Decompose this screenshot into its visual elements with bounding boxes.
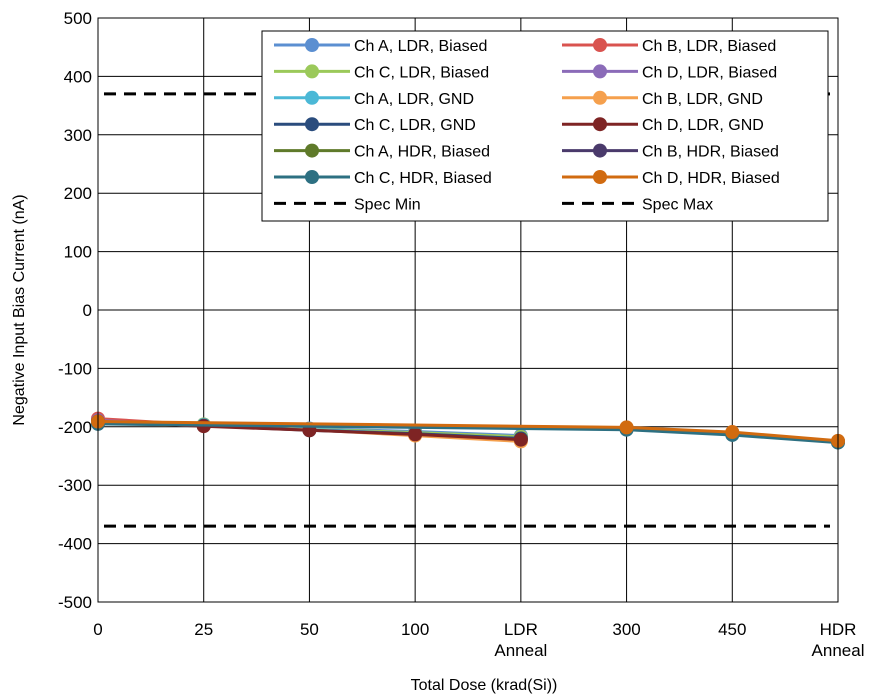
data-point	[725, 425, 740, 440]
x-tick-label: 50	[300, 620, 319, 639]
data-point	[513, 432, 528, 447]
data-point	[408, 427, 423, 442]
legend-label: Ch C, HDR, Biased	[354, 170, 492, 187]
legend-marker	[305, 170, 319, 184]
legend-item: Ch D, HDR, Biased	[562, 170, 780, 187]
legend-item: Ch A, LDR, GND	[274, 90, 474, 108]
legend-item: Ch D, LDR, Biased	[562, 64, 777, 81]
data-point	[619, 420, 634, 435]
legend-item: Ch B, LDR, GND	[562, 90, 763, 108]
x-axis-title: Total Dose (krad(Si))	[411, 677, 558, 694]
y-tick-label: -200	[58, 418, 92, 437]
legend-marker	[305, 38, 319, 52]
legend-item: Ch A, LDR, Biased	[274, 38, 487, 55]
legend-label: Ch D, LDR, GND	[642, 117, 764, 134]
y-tick-label: -500	[58, 593, 92, 612]
legend-label: Ch B, LDR, GND	[642, 91, 763, 108]
x-axis-ticks: 0 25 50 100 LDR Anneal 300 450 HDR Anneal	[93, 620, 864, 660]
y-axis-ticks: -500 -400 -300 -200 -100 0 100 200 300 400 500	[58, 9, 92, 612]
x-tick-label: 300	[612, 620, 640, 639]
legend-item: Ch B, HDR, Biased	[562, 143, 779, 161]
legend-item: Ch C, LDR, Biased	[274, 64, 489, 81]
legend-label: Ch B, LDR, Biased	[642, 38, 776, 55]
legend-marker	[593, 90, 607, 105]
y-tick-label: -100	[58, 359, 92, 378]
legend-item: Ch A, HDR, Biased	[274, 143, 490, 161]
legend-label: Ch D, HDR, Biased	[642, 170, 780, 187]
x-tick-label: 0	[93, 620, 102, 639]
x-tick-label: LDR Anneal	[494, 620, 547, 660]
x-tick-label: 450	[718, 620, 746, 639]
legend-item: Ch B, LDR, Biased	[562, 38, 776, 55]
legend-box	[261, 30, 829, 222]
legend-marker	[593, 143, 607, 158]
legend-label: Spec Min	[354, 196, 421, 213]
y-axis-title: Negative Input Bias Current (nA)	[11, 194, 28, 425]
legend-label: Ch B, HDR, Biased	[642, 144, 779, 161]
legend-item: Ch C, HDR, Biased	[274, 170, 492, 187]
y-tick-label: 0	[83, 301, 92, 320]
legend-marker	[593, 64, 607, 79]
series	[91, 414, 845, 448]
y-tick-label: 400	[64, 67, 92, 86]
legend-item: Ch D, LDR, GND	[562, 117, 764, 134]
legend-marker	[305, 64, 319, 79]
x-tick-label: HDR Anneal	[812, 620, 865, 660]
y-tick-label: 300	[64, 126, 92, 145]
plot-frame	[97, 17, 839, 603]
y-tick-label: 200	[64, 184, 92, 203]
legend-marker	[305, 90, 319, 105]
legend-marker	[593, 170, 607, 184]
legend-marker	[593, 38, 607, 52]
series-line	[97, 420, 839, 443]
legend-item: Ch C, LDR, GND	[274, 117, 476, 134]
y-tick-label: 100	[64, 243, 92, 262]
x-tick-label: 100	[401, 620, 429, 639]
legend-label: Ch A, LDR, Biased	[354, 38, 487, 55]
legend-marker	[593, 117, 607, 132]
legend-label: Ch C, LDR, GND	[354, 117, 476, 134]
legend-label: Spec Max	[642, 196, 713, 213]
legend-label: Ch C, LDR, Biased	[354, 64, 489, 81]
y-tick-label: 500	[64, 9, 92, 28]
y-tick-label: -300	[58, 476, 92, 495]
legend-label: Ch A, HDR, Biased	[354, 144, 490, 161]
legend-label: Ch D, LDR, Biased	[642, 64, 777, 81]
legend-item: Spec Min	[274, 196, 421, 213]
legend-marker	[305, 117, 319, 132]
y-tick-label: -400	[58, 535, 92, 554]
legend-marker	[305, 143, 319, 158]
legend-label: Ch A, LDR, GND	[354, 91, 474, 108]
legend-item: Spec Max	[562, 196, 713, 213]
x-tick-label: 25	[194, 620, 213, 639]
series-line	[97, 422, 839, 445]
legend: Ch A, LDR, Biased Ch B, LDR, Biased Ch C, …	[261, 30, 829, 222]
